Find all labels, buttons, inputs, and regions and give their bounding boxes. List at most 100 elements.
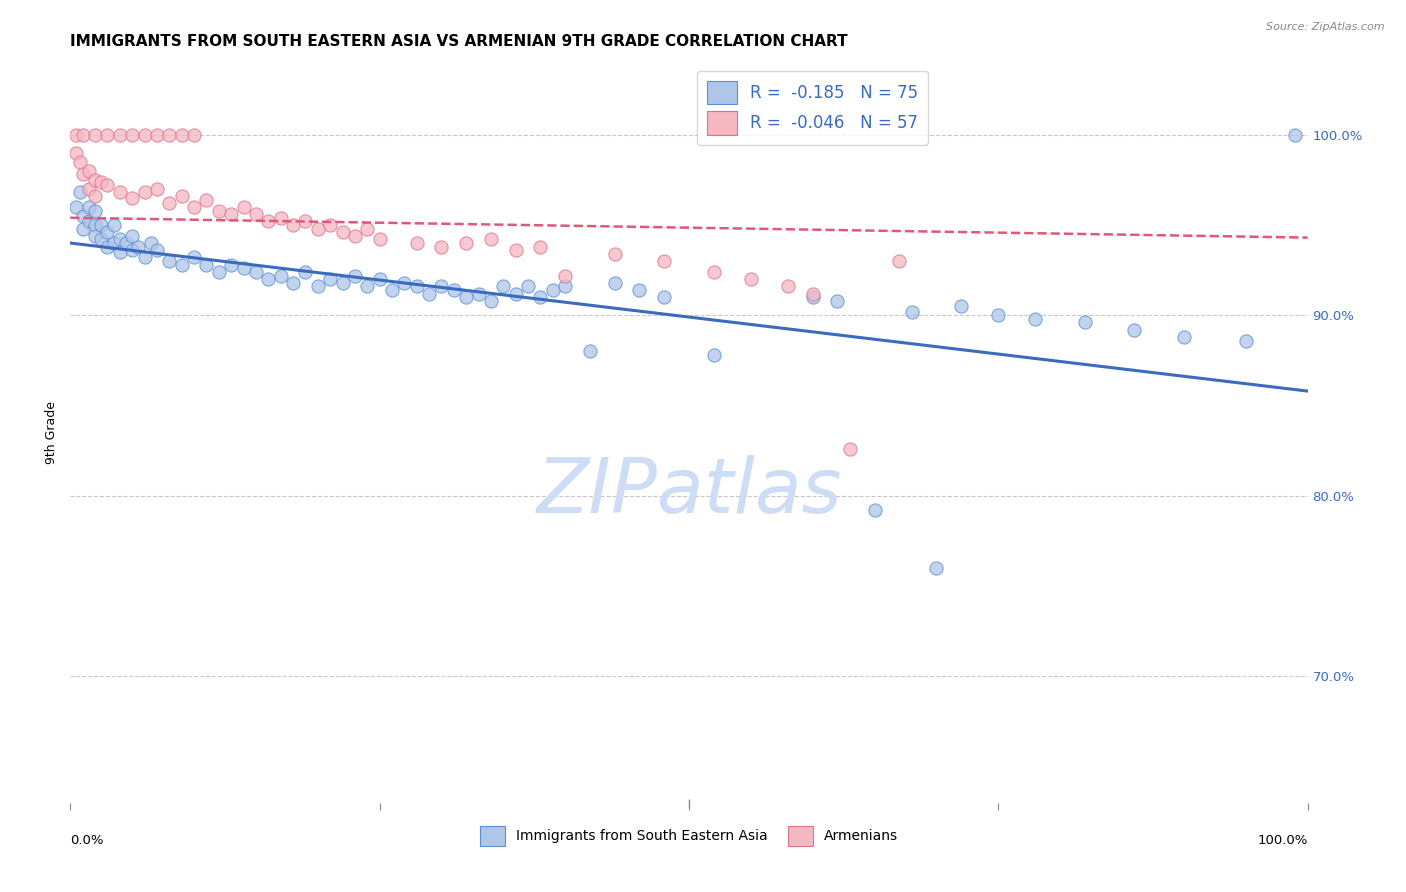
Point xyxy=(219,258,242,272)
Point xyxy=(863,503,886,517)
Point xyxy=(245,265,267,279)
Point xyxy=(232,200,254,214)
Point xyxy=(492,279,515,293)
Point xyxy=(443,283,465,297)
Point xyxy=(1074,316,1097,330)
Point xyxy=(801,286,824,301)
Point xyxy=(183,128,205,142)
Point xyxy=(65,128,87,142)
Point xyxy=(108,128,131,142)
Point xyxy=(65,200,87,214)
Point xyxy=(72,128,94,142)
Point xyxy=(467,286,489,301)
Point xyxy=(368,272,391,286)
Point xyxy=(541,283,564,297)
Point xyxy=(1173,330,1195,344)
Point xyxy=(170,189,193,203)
Point xyxy=(195,258,218,272)
Point xyxy=(134,186,156,200)
Point xyxy=(319,272,342,286)
Point xyxy=(368,232,391,246)
Point xyxy=(405,279,427,293)
Point xyxy=(103,235,125,250)
Point xyxy=(146,128,169,142)
Point xyxy=(69,154,91,169)
Point xyxy=(90,232,112,246)
Point xyxy=(740,272,762,286)
Point xyxy=(257,214,280,228)
Point xyxy=(1024,311,1046,326)
Point xyxy=(703,348,725,362)
Point xyxy=(146,244,169,258)
Point xyxy=(603,276,626,290)
Point xyxy=(115,235,138,250)
Point xyxy=(146,182,169,196)
Point xyxy=(652,254,675,268)
Point xyxy=(307,221,329,235)
Point xyxy=(579,344,602,359)
Point xyxy=(134,251,156,265)
Point xyxy=(96,239,118,253)
Point xyxy=(394,276,416,290)
Point xyxy=(121,128,143,142)
Point xyxy=(603,247,626,261)
Point xyxy=(307,279,329,293)
Point xyxy=(479,293,502,308)
Point xyxy=(170,258,193,272)
Point xyxy=(96,225,118,239)
Point xyxy=(84,218,107,232)
Point xyxy=(77,163,100,178)
Point xyxy=(505,244,527,258)
Point xyxy=(69,186,91,200)
Point xyxy=(84,173,107,187)
Point xyxy=(96,178,118,193)
Point xyxy=(257,272,280,286)
Point xyxy=(77,214,100,228)
Point xyxy=(801,290,824,304)
Point xyxy=(430,239,453,253)
Point xyxy=(157,254,180,268)
Text: 0.0%: 0.0% xyxy=(70,833,104,847)
Point xyxy=(343,228,366,243)
Text: 100.0%: 100.0% xyxy=(1257,833,1308,847)
Point xyxy=(529,290,551,304)
Point xyxy=(838,442,860,456)
Point xyxy=(90,175,112,189)
Point xyxy=(1234,334,1257,348)
Point xyxy=(405,235,427,250)
Point xyxy=(418,286,440,301)
Y-axis label: 9th Grade: 9th Grade xyxy=(45,401,59,464)
Point xyxy=(127,239,149,253)
Point xyxy=(827,293,849,308)
Point xyxy=(121,228,143,243)
Point xyxy=(157,196,180,211)
Point xyxy=(139,235,162,250)
Point xyxy=(245,207,267,221)
Point xyxy=(505,286,527,301)
Point xyxy=(456,290,478,304)
Point xyxy=(65,145,87,160)
Point xyxy=(517,279,540,293)
Point xyxy=(208,203,231,218)
Point xyxy=(1284,128,1306,142)
Text: ZIPatlas: ZIPatlas xyxy=(536,455,842,529)
Point xyxy=(270,211,292,225)
Point xyxy=(479,232,502,246)
Point xyxy=(96,128,118,142)
Point xyxy=(72,221,94,235)
Point xyxy=(889,254,911,268)
Point xyxy=(121,191,143,205)
Point xyxy=(121,244,143,258)
Point xyxy=(456,235,478,250)
Point xyxy=(343,268,366,283)
Point xyxy=(208,265,231,279)
Point xyxy=(652,290,675,304)
Point xyxy=(84,228,107,243)
Point xyxy=(529,239,551,253)
Point xyxy=(281,218,304,232)
Point xyxy=(90,218,112,232)
Point xyxy=(77,182,100,196)
Point xyxy=(219,207,242,221)
Point xyxy=(356,279,378,293)
Point xyxy=(703,265,725,279)
